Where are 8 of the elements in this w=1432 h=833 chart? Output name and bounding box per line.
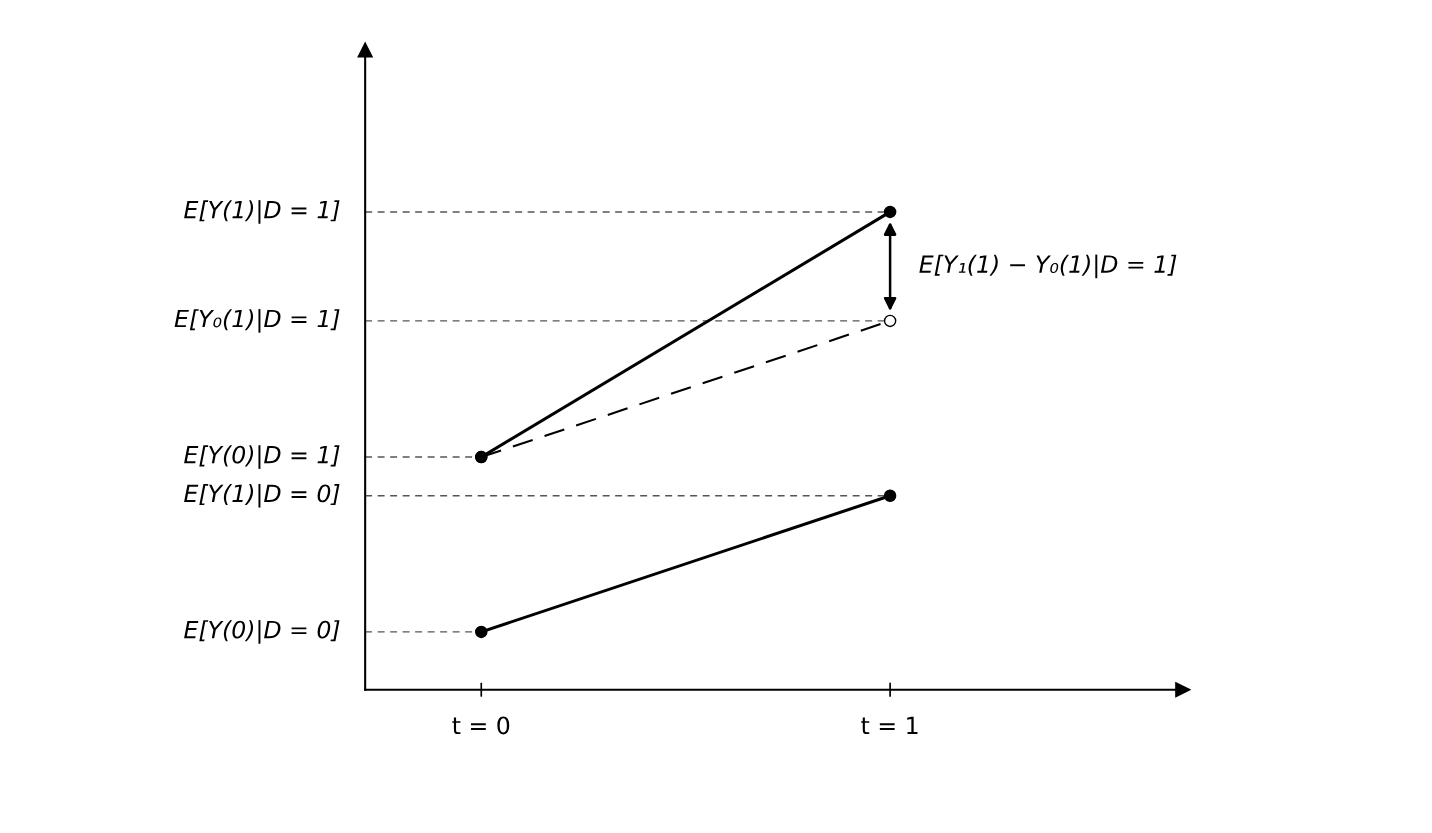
ref-line-label: E[Y(1)|D = 0] — [184, 483, 340, 508]
ref-line-label: E[Y₀(1)|D = 1] — [174, 309, 340, 333]
ref-line-label: E[Y(1)|D = 1] — [184, 200, 340, 224]
ref-line-label: E[Y(0)|D = 0] — [184, 620, 340, 644]
ref-line-label: E[Y(0)|D = 1] — [184, 445, 340, 469]
x-tick-label: t = 0 — [452, 716, 510, 735]
text: E[Y₁(1) − Y₀(1)|D = 1] — [919, 254, 1177, 279]
x-tick-label: t = 1 — [861, 716, 918, 735]
